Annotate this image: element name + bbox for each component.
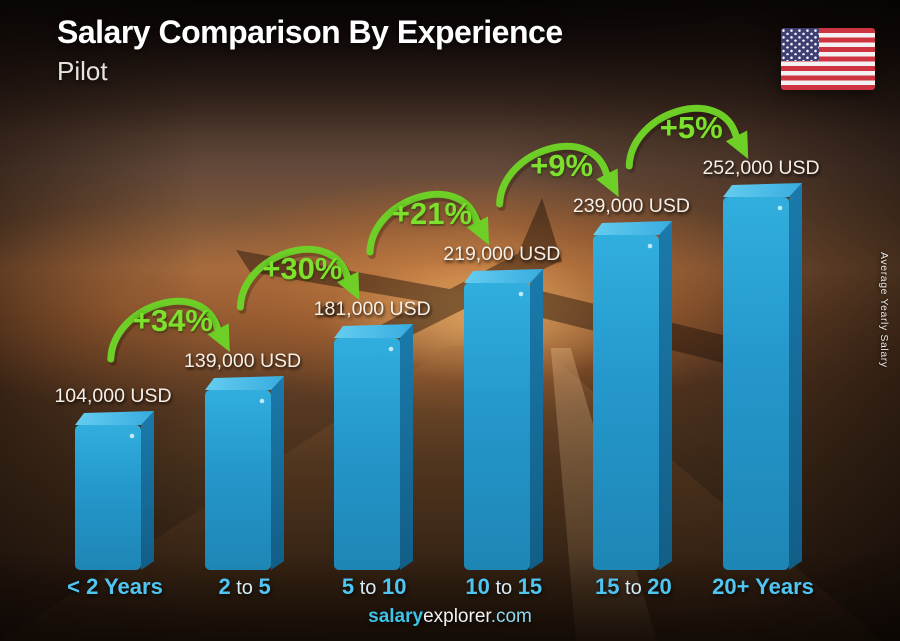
bar-6	[723, 183, 802, 570]
us-flag-canton	[781, 28, 819, 62]
brand-domain: .com	[490, 606, 532, 627]
pct-change-label: +21%	[391, 196, 473, 231]
brand-regular: explorer	[423, 606, 491, 627]
us-flag-icon	[781, 28, 875, 90]
pct-change-label: +5%	[659, 110, 723, 145]
bar-value-label: 104,000 USD	[54, 385, 172, 407]
bar-value-label: 139,000 USD	[184, 350, 302, 372]
bar-2	[204, 376, 284, 570]
brand-bold: salary	[368, 606, 424, 627]
y-axis-label: Average Yearly Salary	[878, 252, 890, 368]
bar-value-label: 181,000 USD	[313, 298, 431, 320]
bar-category-label: 20+ Years	[712, 574, 814, 599]
bar-4	[463, 269, 543, 570]
bar-5	[593, 221, 673, 570]
page-subtitle: Pilot	[57, 56, 108, 86]
bar-value-label: 219,000 USD	[443, 243, 561, 265]
bar-value-label: 239,000 USD	[572, 195, 690, 217]
bar-3	[334, 324, 414, 570]
bar-value-label: 252,000 USD	[702, 157, 820, 179]
pct-change-label: +9%	[530, 148, 594, 183]
site-brand[interactable]: salaryexplorer.com	[0, 606, 900, 628]
pct-change-label: +34%	[132, 303, 213, 338]
bar-1	[75, 411, 154, 570]
page-title: Salary Comparison By Experience	[57, 14, 563, 50]
header: Salary Comparison By Experience Pilot	[57, 14, 563, 87]
pct-change-label: +30%	[262, 251, 343, 286]
